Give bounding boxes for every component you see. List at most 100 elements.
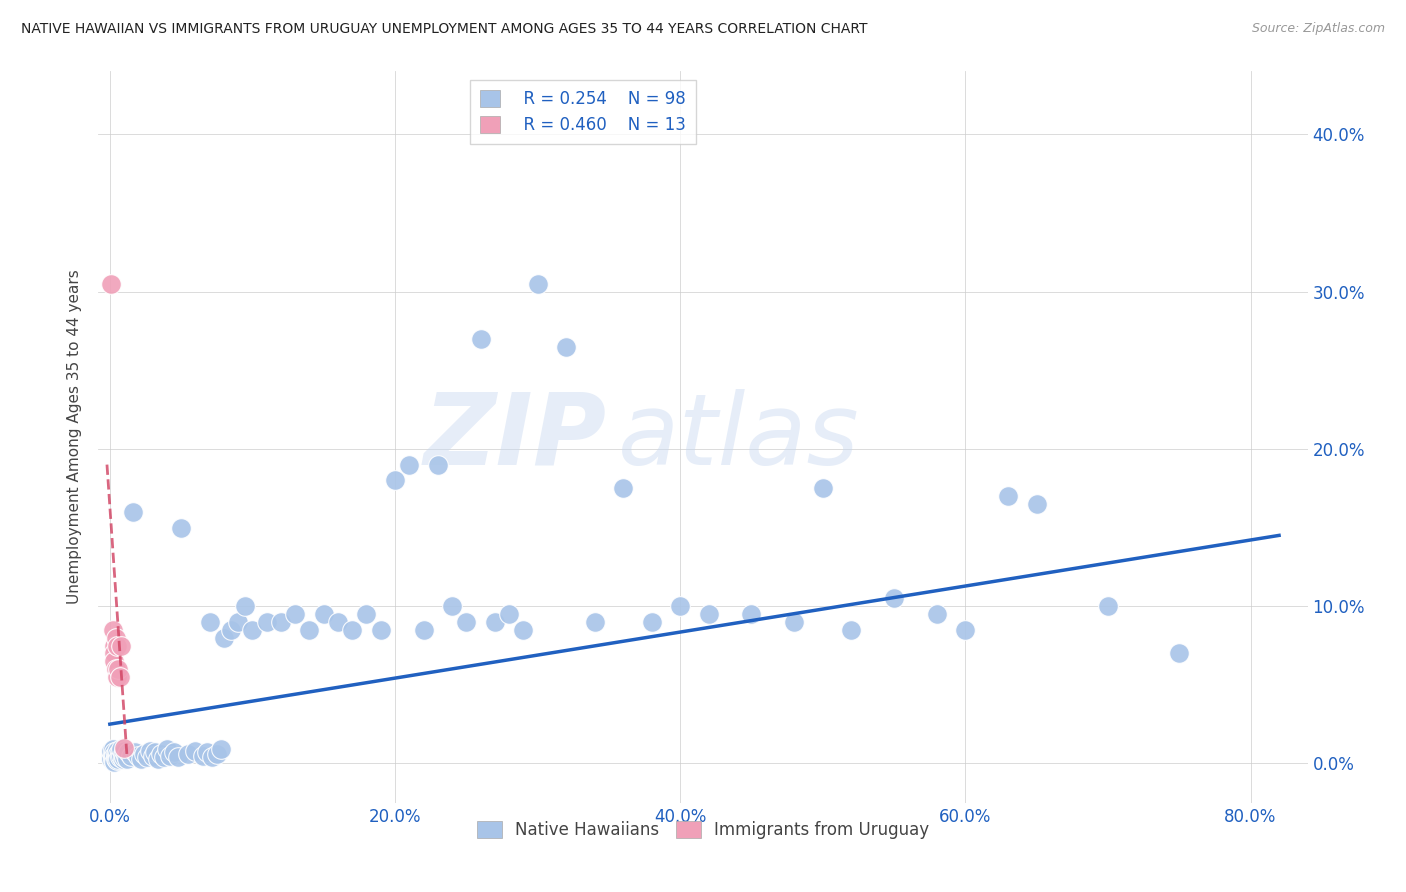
Point xyxy=(148,752,170,766)
Point xyxy=(526,277,548,291)
Point xyxy=(103,746,125,760)
Point xyxy=(101,623,124,637)
Point xyxy=(115,752,138,766)
Point xyxy=(839,623,862,637)
Point xyxy=(111,747,134,761)
Point xyxy=(101,753,124,767)
Point xyxy=(412,623,434,637)
Text: ZIP: ZIP xyxy=(423,389,606,485)
Point xyxy=(441,599,464,614)
Point xyxy=(105,753,128,767)
Point xyxy=(612,481,634,495)
Point xyxy=(101,750,124,764)
Point xyxy=(117,746,139,760)
Point xyxy=(512,623,534,637)
Point xyxy=(104,750,127,764)
Point xyxy=(555,340,578,354)
Point xyxy=(456,615,478,629)
Point xyxy=(177,747,200,761)
Point xyxy=(100,277,122,291)
Point xyxy=(111,752,134,766)
Point xyxy=(103,752,125,766)
Point xyxy=(159,748,181,763)
Point xyxy=(256,615,278,629)
Point xyxy=(783,615,806,629)
Point xyxy=(103,748,125,763)
Point xyxy=(105,744,128,758)
Point xyxy=(150,747,173,761)
Point xyxy=(104,752,127,766)
Text: NATIVE HAWAIIAN VS IMMIGRANTS FROM URUGUAY UNEMPLOYMENT AMONG AGES 35 TO 44 YEAR: NATIVE HAWAIIAN VS IMMIGRANTS FROM URUGU… xyxy=(21,22,868,37)
Point xyxy=(370,623,392,637)
Point xyxy=(108,750,131,764)
Point xyxy=(201,750,224,764)
Point xyxy=(326,615,349,629)
Point xyxy=(955,623,977,637)
Point xyxy=(100,744,122,758)
Point xyxy=(100,748,122,763)
Point xyxy=(112,750,135,764)
Point xyxy=(112,744,135,758)
Point xyxy=(107,662,129,676)
Point xyxy=(104,747,127,761)
Point xyxy=(669,599,692,614)
Point xyxy=(139,744,162,758)
Text: Source: ZipAtlas.com: Source: ZipAtlas.com xyxy=(1251,22,1385,36)
Point xyxy=(107,747,129,761)
Point xyxy=(167,750,190,764)
Point xyxy=(156,742,179,756)
Point xyxy=(356,607,378,621)
Point xyxy=(184,744,207,758)
Point xyxy=(212,631,235,645)
Point xyxy=(108,670,131,684)
Point xyxy=(997,489,1019,503)
Point xyxy=(205,747,228,761)
Point xyxy=(242,623,264,637)
Point xyxy=(233,599,256,614)
Point xyxy=(384,473,406,487)
Point xyxy=(270,615,292,629)
Point xyxy=(198,615,221,629)
Point xyxy=(284,607,307,621)
Point xyxy=(191,748,214,763)
Point xyxy=(398,458,420,472)
Point xyxy=(103,755,125,769)
Point xyxy=(103,646,125,660)
Point xyxy=(1168,646,1191,660)
Point xyxy=(740,607,762,621)
Point xyxy=(105,670,128,684)
Text: atlas: atlas xyxy=(619,389,860,485)
Point xyxy=(104,662,127,676)
Point xyxy=(811,481,834,495)
Point xyxy=(219,623,242,637)
Point xyxy=(110,639,132,653)
Point xyxy=(104,631,127,645)
Point xyxy=(484,615,506,629)
Point xyxy=(127,748,149,763)
Point xyxy=(925,607,948,621)
Point xyxy=(298,623,321,637)
Point xyxy=(426,458,449,472)
Point xyxy=(883,591,905,606)
Point xyxy=(107,752,129,766)
Point xyxy=(583,615,606,629)
Point xyxy=(101,742,124,756)
Point xyxy=(103,639,125,653)
Point xyxy=(103,654,125,668)
Point xyxy=(1025,497,1047,511)
Point xyxy=(110,742,132,756)
Point xyxy=(132,747,155,761)
Point xyxy=(124,746,146,760)
Point xyxy=(129,752,152,766)
Point xyxy=(470,332,492,346)
Legend: Native Hawaiians, Immigrants from Uruguay: Native Hawaiians, Immigrants from Urugua… xyxy=(470,814,936,846)
Point xyxy=(142,748,165,763)
Point xyxy=(209,742,232,756)
Point xyxy=(105,639,128,653)
Point xyxy=(195,746,218,760)
Point xyxy=(114,748,136,763)
Point xyxy=(110,748,132,763)
Point xyxy=(498,607,520,621)
Point xyxy=(101,747,124,761)
Point xyxy=(153,750,176,764)
